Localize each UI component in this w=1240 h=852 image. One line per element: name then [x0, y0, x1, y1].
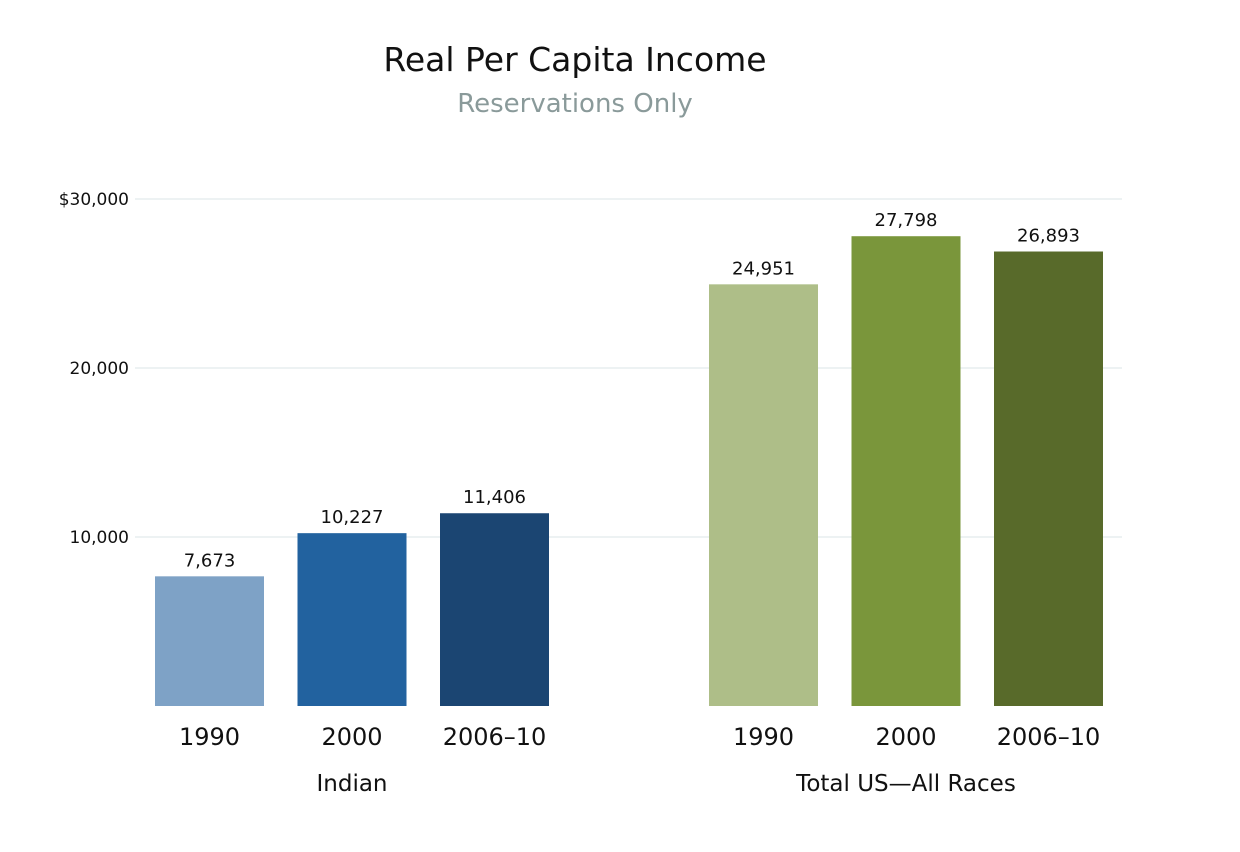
y-tick-label: 20,000 [70, 359, 129, 379]
data-label: 11,406 [463, 487, 526, 508]
data-label: 24,951 [732, 258, 795, 279]
chart-title: Real Per Capita Income [383, 40, 766, 79]
chart-subtitle: Reservations Only [457, 89, 693, 119]
bar [709, 284, 818, 706]
bar [440, 513, 549, 706]
y-tick-label: $30,000 [59, 190, 129, 210]
x-tick-label: 2006–10 [997, 723, 1101, 751]
group-label: Total US—All Races [795, 771, 1016, 797]
group-label: Indian [316, 771, 387, 797]
x-tick-label: 2000 [321, 723, 382, 751]
bar [155, 576, 264, 706]
x-tick-label: 2000 [875, 723, 936, 751]
data-label: 7,673 [184, 550, 236, 571]
data-label: 27,798 [875, 210, 938, 231]
bar [297, 533, 407, 706]
x-tick-label: 1990 [733, 723, 794, 751]
data-label: 10,227 [321, 507, 384, 528]
bar [851, 236, 961, 706]
bar [994, 251, 1103, 706]
y-tick-label: 10,000 [70, 528, 129, 548]
x-tick-label: 1990 [179, 723, 240, 751]
x-tick-label: 2006–10 [443, 723, 547, 751]
data-label: 26,893 [1017, 226, 1080, 247]
